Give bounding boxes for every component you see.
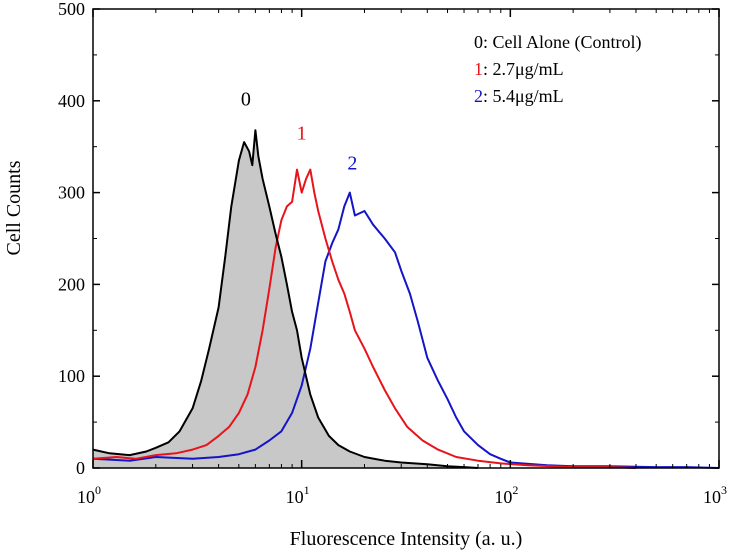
x-tick-labels: 100 101 102 103 xyxy=(77,483,727,507)
legend: 0: Cell Alone (Control) 1: 2.7μg/mL 2: 5.4… xyxy=(474,32,641,106)
y-tick-labels: 0 100 200 300 400 500 xyxy=(58,0,85,478)
y-tick-label: 0 xyxy=(76,458,85,478)
peak-label-2: 2 xyxy=(347,153,357,175)
series-0-line xyxy=(92,129,479,469)
y-axis-title: Cell Counts xyxy=(3,160,25,255)
peak-labels: 0 1 2 xyxy=(241,88,358,174)
x-tick-label: 102 xyxy=(494,483,518,507)
x-tick-label: 103 xyxy=(703,483,727,507)
y-tick-label: 100 xyxy=(58,366,85,386)
series-1-line xyxy=(92,168,637,469)
x-axis-title: Fluorescence Intensity (a. u.) xyxy=(290,528,523,550)
fill-layer xyxy=(93,130,478,468)
legend-entry-0: 0: Cell Alone (Control) xyxy=(474,32,641,53)
plot-area xyxy=(92,8,720,469)
tick-marks xyxy=(92,8,720,469)
y-tick-label: 200 xyxy=(58,274,85,294)
x-tick-label: 101 xyxy=(286,483,310,507)
peak-label-0: 0 xyxy=(241,88,251,110)
legend-entry-1: 1: 2.7μg/mL xyxy=(474,59,564,79)
series-2-line xyxy=(92,191,720,469)
y-tick-label: 300 xyxy=(58,183,85,203)
plot-frame xyxy=(92,8,720,469)
legend-entry-2: 2: 5.4μg/mL xyxy=(474,86,564,106)
y-tick-label: 400 xyxy=(58,91,85,111)
line-layer xyxy=(92,129,720,469)
y-tick-label: 500 xyxy=(58,0,85,19)
peak-label-1: 1 xyxy=(297,122,307,144)
series-0-fill xyxy=(93,130,478,468)
x-tick-label: 100 xyxy=(77,483,101,507)
